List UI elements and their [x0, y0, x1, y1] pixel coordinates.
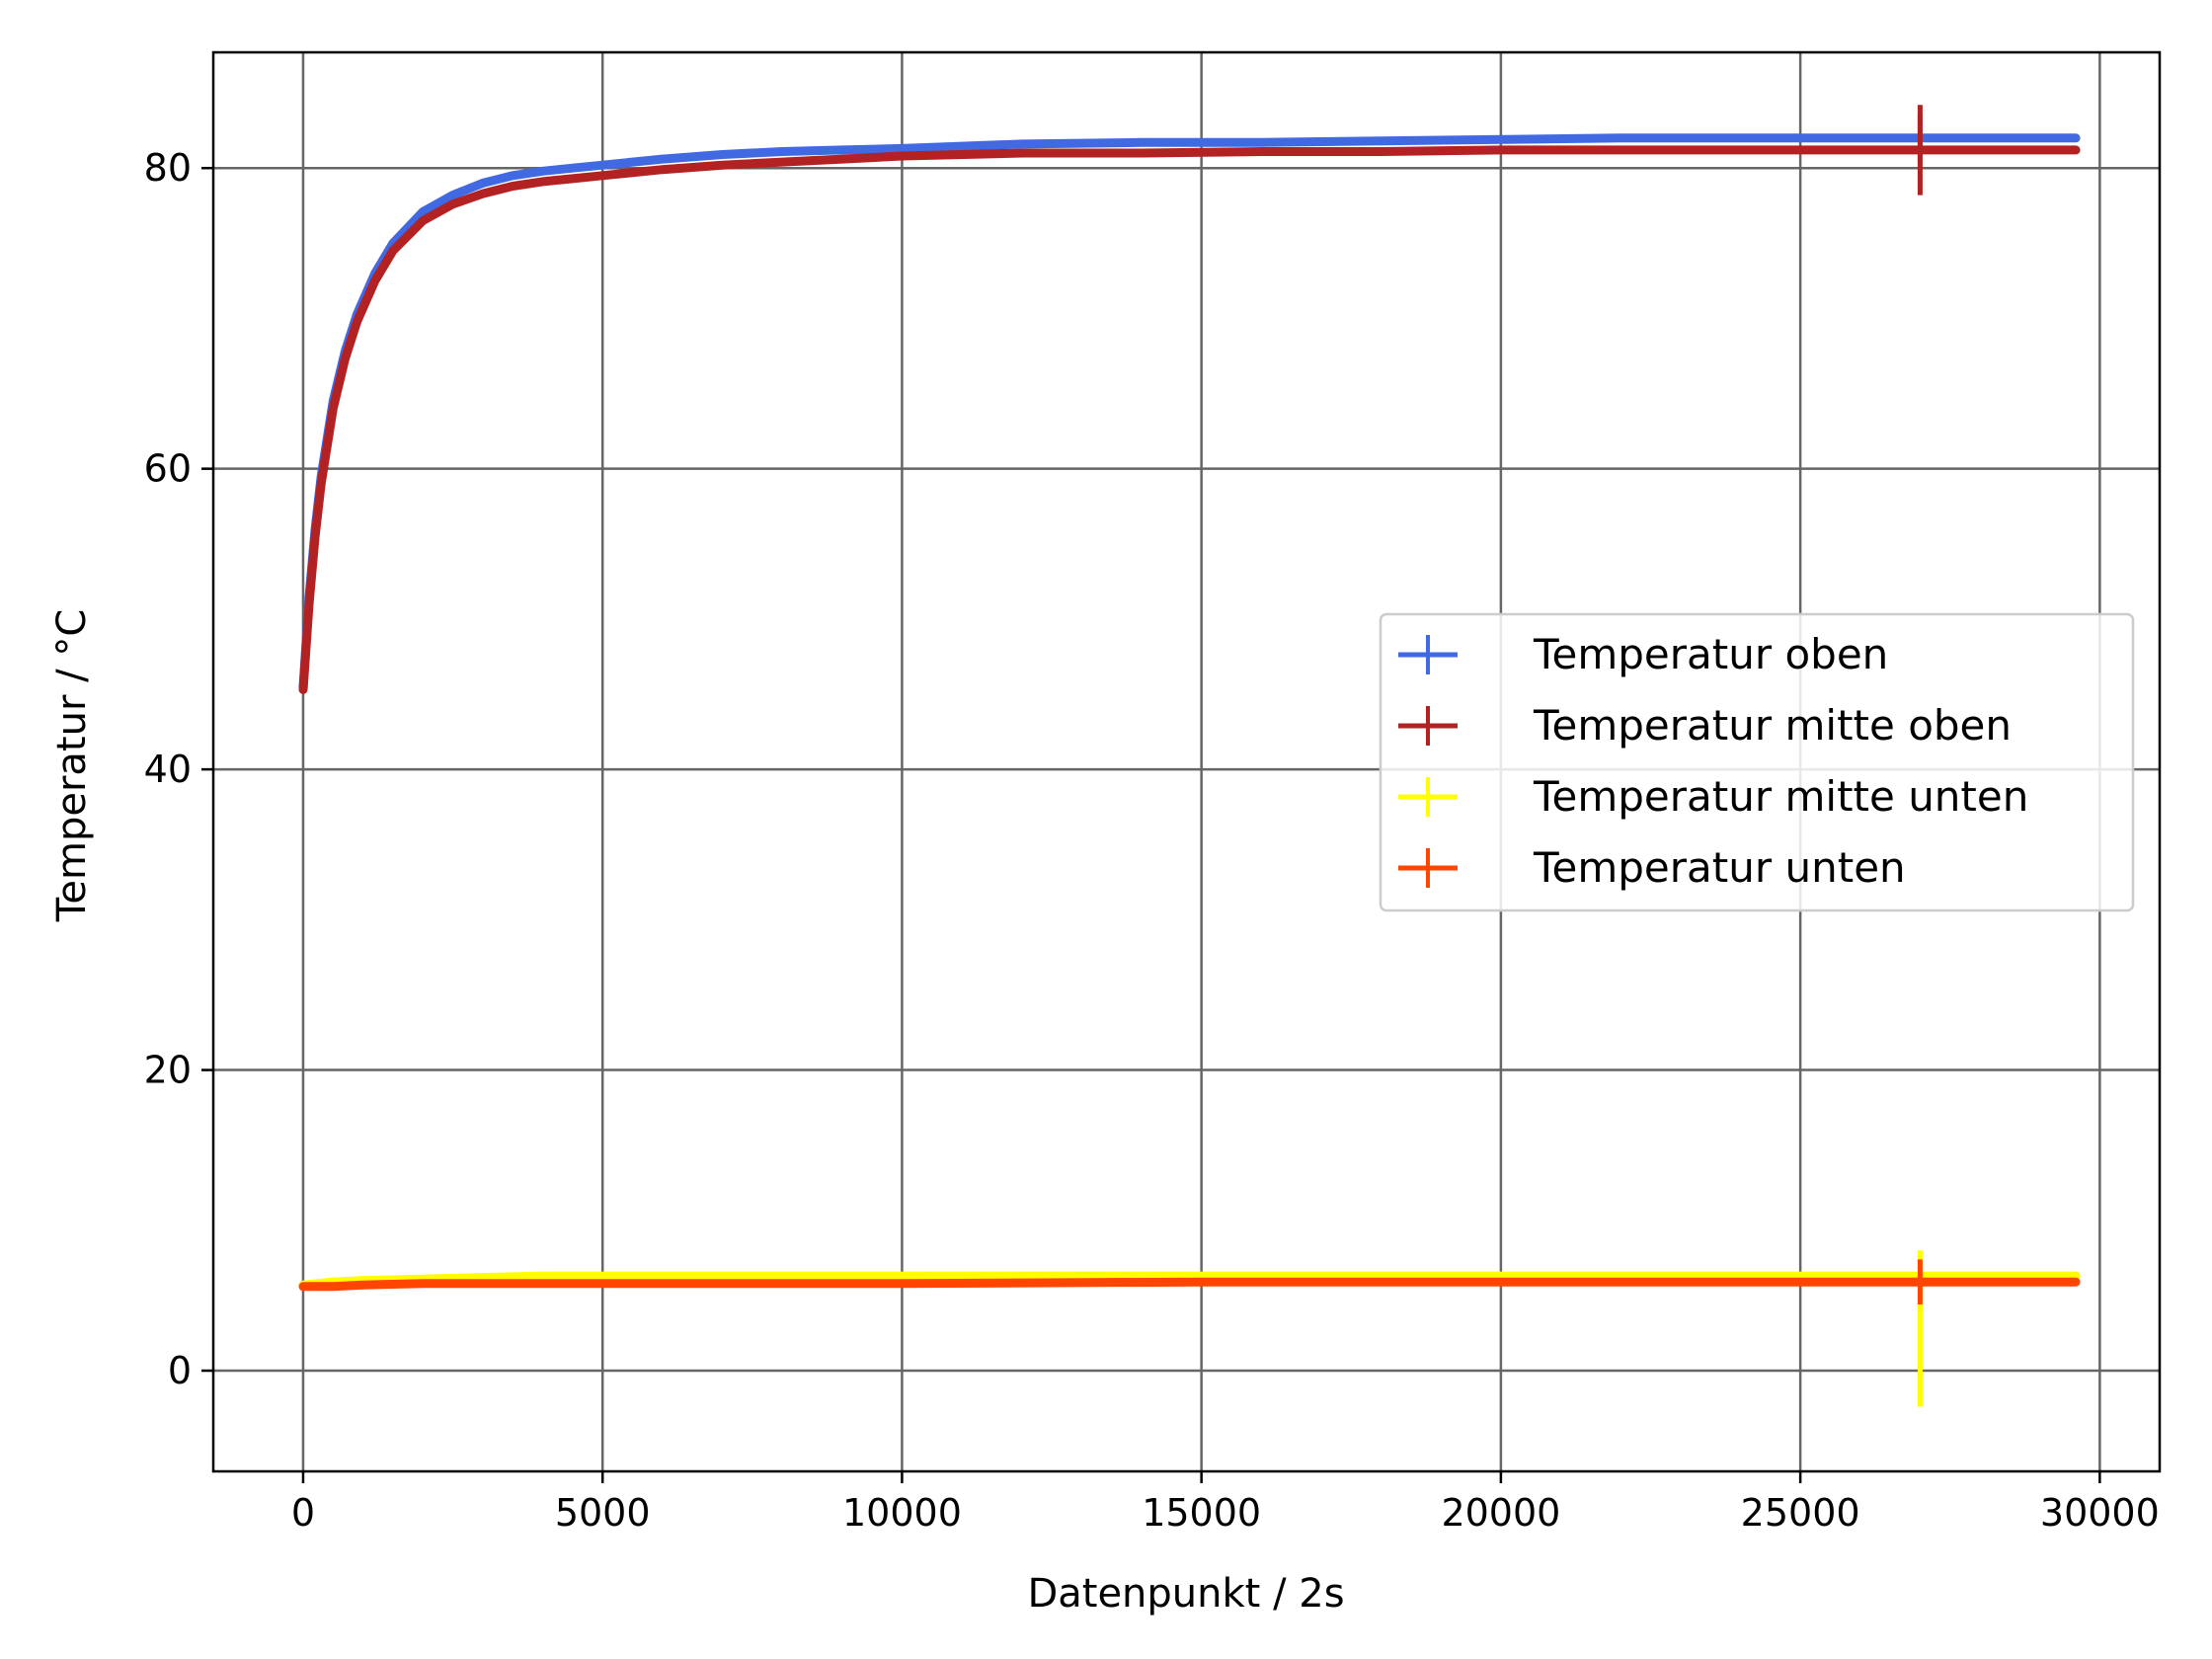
- series-lines: [298, 105, 2081, 1407]
- y-tick-label-20: 20: [144, 1049, 192, 1092]
- y-tick-label-40: 40: [144, 748, 192, 791]
- x-tick-label-10000: 10000: [842, 1491, 962, 1535]
- legend-entry-unten: Temperatur unten: [1398, 843, 1906, 892]
- x-tick-label-30000: 30000: [2040, 1491, 2160, 1535]
- y-axis-label: Temperatur / °C: [49, 609, 95, 922]
- series-line-temperatur-mitte-oben: [298, 145, 2081, 694]
- axis-ticks: 0 5000 10000 15000 20000 25000 30000 0 20 40 60 80: [144, 146, 2160, 1535]
- legend-entry-mitte-unten: Temperatur mitte unten: [1398, 772, 2028, 821]
- legend-label-mitte-oben: Temperatur mitte oben: [1533, 701, 2012, 750]
- legend-box: [1379, 612, 2135, 912]
- legend: Temperatur oben Temperatur mitte oben Te…: [1379, 612, 2135, 912]
- series-line-temperatur-unten: [298, 1277, 2081, 1292]
- legend-entry-mitte-oben: Temperatur mitte oben: [1398, 701, 2012, 750]
- x-tick-label-25000: 25000: [1741, 1491, 1860, 1535]
- legend-label-unten: Temperatur unten: [1533, 843, 1906, 892]
- plot-frame: [211, 50, 2162, 1473]
- legend-label-mitte-unten: Temperatur mitte unten: [1533, 772, 2028, 821]
- x-tick-label-0: 0: [291, 1491, 315, 1535]
- x-axis-label: Datenpunkt / 2s: [1027, 1571, 1344, 1617]
- y-tick-label-80: 80: [144, 146, 192, 190]
- legend-entry-oben: Temperatur oben: [1398, 630, 1888, 678]
- y-tick-label-0: 0: [168, 1349, 192, 1392]
- x-tick-label-15000: 15000: [1142, 1491, 1261, 1535]
- y-tick-label-60: 60: [144, 447, 192, 491]
- x-tick-label-20000: 20000: [1441, 1491, 1560, 1535]
- x-tick-label-5000: 5000: [555, 1491, 651, 1535]
- legend-label-oben: Temperatur oben: [1533, 630, 1888, 678]
